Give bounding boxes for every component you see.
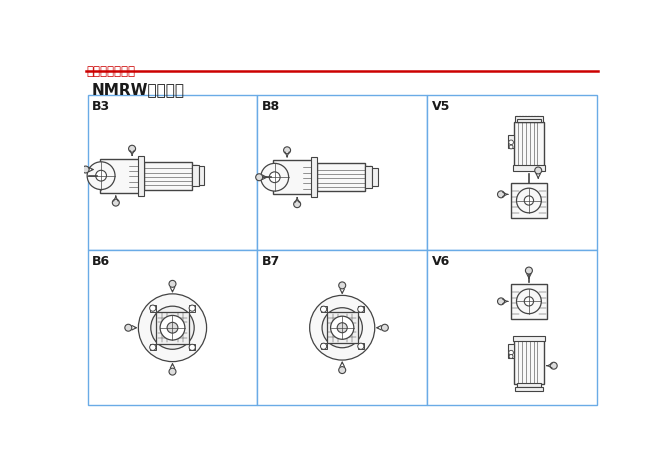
Text: NMRW安装方位: NMRW安装方位 [92,82,184,97]
Circle shape [320,306,327,312]
Circle shape [151,306,194,349]
Circle shape [535,167,542,174]
Circle shape [169,280,176,287]
Text: B3: B3 [92,100,111,113]
Bar [358,306,364,312]
Circle shape [330,316,354,339]
Circle shape [525,267,533,274]
Bar [358,343,364,349]
Bar [318,164,365,191]
Circle shape [509,140,513,145]
Bar [88,95,257,250]
Bar [156,311,189,344]
Circle shape [498,298,505,305]
Circle shape [381,324,389,331]
Bar [320,306,327,312]
Text: B6: B6 [92,255,111,268]
Bar [513,336,545,341]
Circle shape [509,354,513,359]
Circle shape [517,188,541,213]
Circle shape [160,316,185,340]
Circle shape [337,323,347,333]
Text: B7: B7 [262,255,280,268]
Circle shape [358,306,364,312]
Bar [427,95,597,250]
Circle shape [189,305,196,311]
Text: 结构及安装方式: 结构及安装方式 [87,65,136,78]
Circle shape [509,145,513,149]
Circle shape [322,308,362,348]
Bar [320,343,327,349]
Text: V5: V5 [431,100,450,113]
Circle shape [269,172,280,183]
Bar [189,344,195,350]
Circle shape [189,344,196,350]
Circle shape [283,147,291,154]
Circle shape [256,174,263,181]
Circle shape [293,201,301,207]
Circle shape [320,343,327,349]
Bar [189,305,195,311]
Bar [508,135,514,148]
Bar [514,339,543,384]
Circle shape [339,366,346,374]
Bar [515,387,543,391]
Circle shape [167,322,178,333]
Circle shape [509,350,513,355]
Bar [199,166,204,185]
Bar [327,312,358,343]
Circle shape [524,196,533,205]
Circle shape [139,294,206,362]
Circle shape [517,289,541,314]
Bar [150,344,156,350]
Bar [511,183,547,218]
Bar [365,166,373,188]
Bar [311,157,318,197]
Bar [517,383,541,387]
Circle shape [87,162,115,190]
Bar [508,344,514,358]
Circle shape [358,343,364,349]
Text: V6: V6 [431,255,450,268]
Circle shape [82,166,89,173]
Bar [271,168,275,187]
Text: B8: B8 [262,100,280,113]
Bar [192,165,199,186]
Circle shape [149,305,156,311]
Bar [517,119,541,122]
Bar [511,284,547,319]
Bar [515,116,543,121]
Bar [100,159,140,193]
Bar [143,162,192,190]
Bar [513,165,545,171]
Bar [137,156,143,196]
Circle shape [310,295,375,360]
Circle shape [149,344,156,350]
Bar [88,250,257,405]
Circle shape [524,297,533,306]
Circle shape [169,368,176,375]
Bar [97,166,102,185]
Bar [257,250,427,405]
Circle shape [113,199,119,206]
Bar [273,160,314,194]
Circle shape [339,282,346,289]
Bar [427,250,597,405]
Circle shape [96,170,107,181]
Bar [150,305,156,311]
Circle shape [550,362,557,369]
Circle shape [129,145,135,152]
Circle shape [261,164,289,191]
Bar [373,168,378,186]
Circle shape [498,191,505,198]
Bar [514,122,543,167]
Bar [257,95,427,250]
Circle shape [125,324,132,331]
